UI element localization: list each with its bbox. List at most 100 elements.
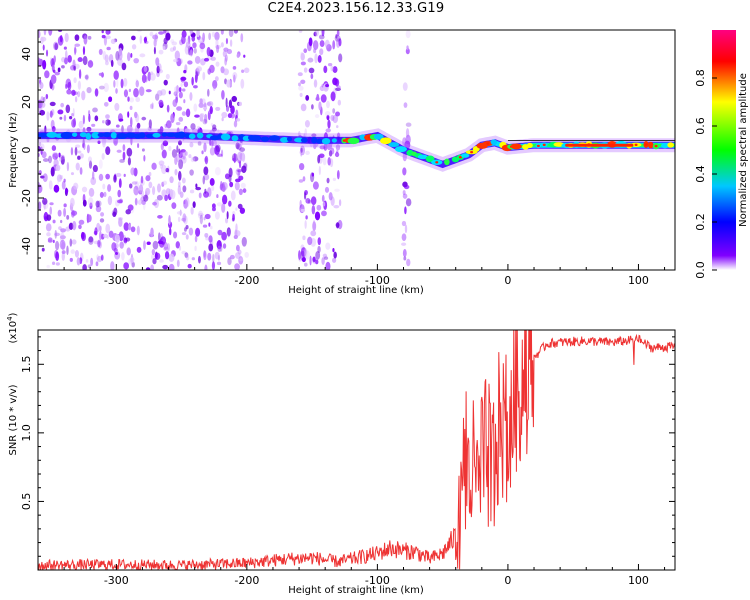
spectrogram-noise-mark — [98, 173, 104, 181]
spectrogram-ridge-hotspot — [654, 144, 658, 148]
spectrogram-noise-mark — [125, 237, 131, 242]
spectrogram-noise-mark — [82, 199, 87, 207]
spectrogram-noise-mark — [298, 30, 303, 33]
spectrogram-ridge-blob — [196, 132, 204, 139]
spectrogram-noise-mark — [145, 267, 151, 270]
spectrogram-noise-mark — [45, 93, 49, 100]
spectrogram-noise-mark — [169, 176, 174, 184]
spectrogram-noise-mark — [226, 79, 232, 88]
spectrogram-noise-mark — [300, 247, 307, 258]
spectrogram-noise-mark — [135, 78, 138, 83]
spectrogram-ridge-blob — [373, 133, 384, 140]
spectrogram-noise-mark — [327, 119, 331, 129]
spectrogram-ridge-blob — [316, 138, 323, 144]
spectrogram-noise-mark — [198, 102, 204, 108]
snr-x-tick-label: 0 — [504, 574, 511, 587]
spectrogram-noise-mark — [70, 209, 75, 218]
spectrogram-noise-mark — [304, 220, 307, 229]
spectrogram-noise-mark — [179, 191, 184, 198]
spectrogram-noise-mark — [155, 57, 160, 66]
spectrogram-noise-mark — [161, 149, 167, 159]
spectrogram-noise-mark — [322, 201, 326, 207]
spectrogram-noise-mark — [208, 222, 211, 227]
spectrogram-noise-mark — [40, 175, 45, 179]
spectrogram-noise-mark — [171, 202, 177, 209]
spectrogram-noise-mark — [101, 153, 105, 160]
spectrogram-noise-mark — [104, 60, 109, 66]
spectrogram-noise-mark — [51, 261, 56, 266]
spectrogram-noise-mark — [118, 118, 124, 122]
spectrogram-noise-mark — [104, 54, 109, 63]
spectrogram-noise-mark — [198, 213, 204, 217]
spectrogram-noise-mark — [338, 199, 342, 207]
spectrogram-noise-mark — [38, 184, 43, 194]
spectrogram-noise-mark — [128, 223, 132, 231]
spectrogram-noise-mark — [81, 90, 86, 101]
spectrogram-noise-mark — [166, 104, 170, 113]
spectrogram-noise-mark — [330, 196, 335, 207]
spectrogram-noise-mark — [77, 155, 81, 160]
spectrogram-noise-mark — [198, 192, 202, 199]
spectrogram-noise-mark — [51, 145, 57, 152]
spectrogram-y-tick-label: -20 — [20, 189, 33, 207]
spectrogram-noise-mark — [169, 47, 175, 52]
spectrogram-ridge-blob — [145, 133, 155, 139]
spectrogram-noise-mark — [220, 66, 225, 74]
snr-x-tick-label: -300 — [104, 574, 129, 587]
spectrogram-noise-mark — [76, 257, 81, 266]
colorbar-ticks: 0.0 0.2 0.4 0.6 0.8 — [694, 69, 717, 279]
spectrogram-noise-mark — [70, 197, 75, 208]
spectrogram-noise-mark — [210, 122, 213, 127]
spectrogram-noise-mark — [229, 181, 234, 188]
spectrogram-noise-mark — [207, 88, 210, 97]
spectrogram-noise-mark — [215, 38, 219, 48]
spectrogram-noise-mark — [185, 108, 191, 118]
spectrogram-noise-mark — [42, 59, 47, 70]
spectrogram-noise-mark — [216, 261, 222, 266]
spectrogram-noise-mark — [49, 202, 54, 206]
spectrogram-noise-mark — [143, 154, 146, 162]
spectrogram-noise-mark — [181, 111, 187, 116]
spectrogram-noise-mark — [103, 191, 107, 198]
spectrogram-noise-mark — [317, 237, 322, 246]
spectrogram-noise-mark — [92, 164, 98, 173]
spectrogram-noise-mark — [325, 261, 331, 270]
spectrogram-noise-mark — [174, 50, 180, 61]
spectrogram-noise-mark — [147, 71, 151, 82]
spectrogram-ridge-blob — [388, 142, 400, 148]
spectrogram-noise-mark — [77, 91, 81, 98]
spectrogram-noise-mark — [118, 47, 123, 56]
spectrogram-noise-mark — [330, 147, 335, 155]
spectrogram-noise-mark — [143, 194, 149, 202]
spectrogram-noise-mark — [168, 90, 171, 95]
spectrogram-noise-mark — [58, 157, 62, 162]
spectrogram-y-tick-label: 20 — [20, 95, 33, 109]
spectrogram-noise-mark — [204, 264, 208, 270]
spectrogram-noise-mark — [330, 114, 335, 122]
spectrogram-noise-mark — [207, 187, 212, 198]
spectrogram-noise-mark — [163, 30, 167, 33]
spectrogram-noise-mark — [52, 219, 56, 224]
spectrogram-noise-mark — [150, 72, 156, 81]
spectrogram-noise-mark — [66, 215, 70, 220]
spectrogram-noise-mark — [139, 35, 143, 44]
spectrogram-noise-mark — [335, 222, 340, 229]
spectrogram-noise-mark — [404, 140, 411, 149]
spectrogram-noise-mark — [243, 67, 250, 74]
colorbar-tick-label: 0.8 — [694, 69, 707, 87]
spectrogram-noise-mark — [326, 177, 330, 184]
spectrogram-noise-mark — [321, 194, 325, 203]
spectrogram-noise-mark — [98, 48, 103, 56]
spectrogram-noise-mark — [164, 251, 170, 260]
spectrogram-noise-mark — [107, 184, 112, 192]
spectrogram-noise-mark — [190, 156, 196, 163]
snr-y-multiplier-exponent: 4 — [6, 316, 14, 321]
spectrogram-noise-mark — [316, 93, 320, 101]
spectrogram-noise-mark — [168, 215, 171, 226]
spectrogram-noise-mark — [64, 50, 68, 60]
spectrogram-noise-mark — [100, 254, 104, 261]
spectrogram-noise-mark — [96, 254, 99, 262]
spectrogram-noise-mark — [66, 161, 70, 172]
spectrogram-noise-mark — [237, 169, 241, 180]
spectrogram-noise-mark — [298, 179, 304, 183]
